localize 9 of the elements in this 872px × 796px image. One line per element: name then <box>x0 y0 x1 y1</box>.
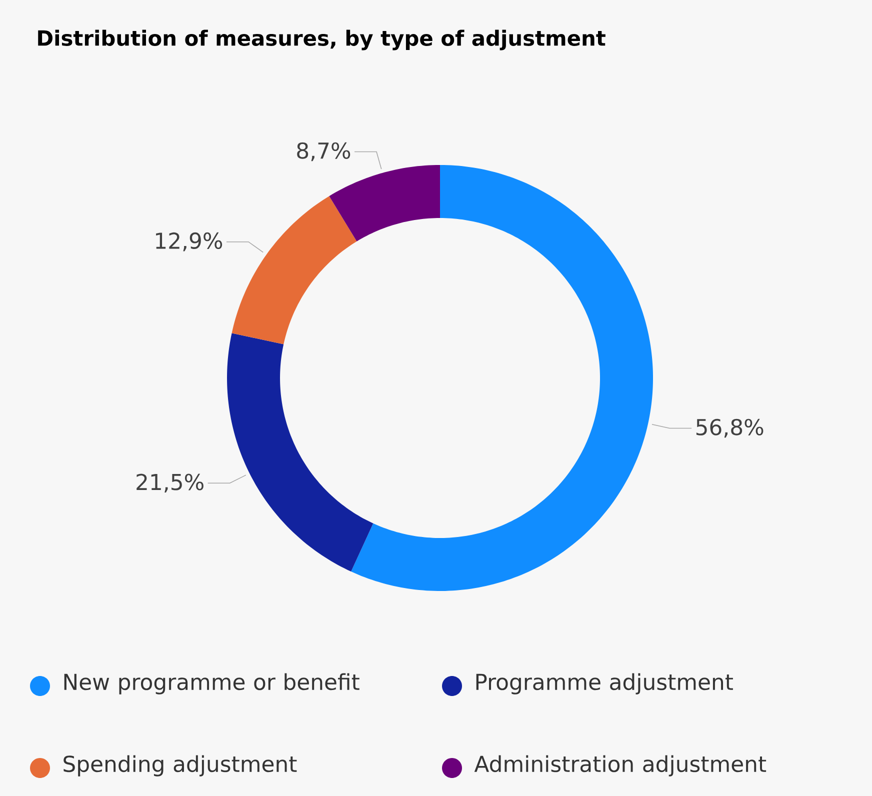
legend-label: Programme adjustment <box>476 673 733 694</box>
chart-title: Distribution of measures, by type of adjustment <box>38 30 606 50</box>
legend-label: Administration adjustment <box>474 755 766 776</box>
legend-label: Spending adjustment <box>64 755 297 776</box>
data-label: 8,7% <box>297 142 350 162</box>
data-label: 21,5% <box>136 474 204 493</box>
data-label: 12,9% <box>156 232 222 252</box>
legend-label: New programme or benefit <box>64 673 360 694</box>
data-label: 56,8% <box>696 418 764 438</box>
